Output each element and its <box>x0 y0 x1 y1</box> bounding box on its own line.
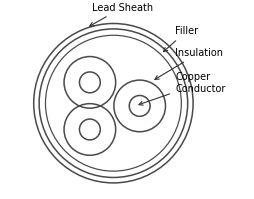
Text: Lead Sheath: Lead Sheath <box>90 3 153 26</box>
Text: Filler: Filler <box>164 26 198 52</box>
Text: Copper
Conductor: Copper Conductor <box>139 72 225 105</box>
Text: Insulation: Insulation <box>155 48 223 79</box>
